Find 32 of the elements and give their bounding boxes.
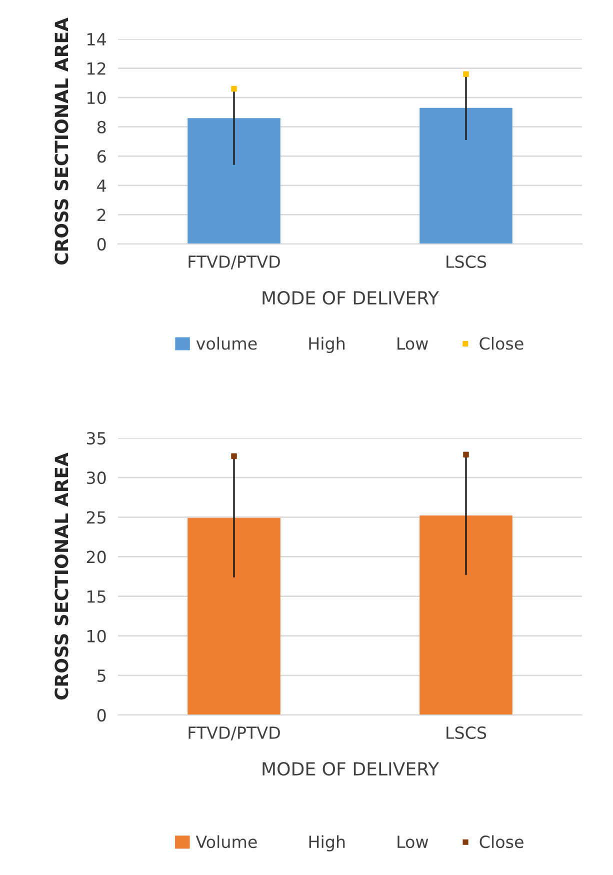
y-tick-label: 20 — [86, 550, 106, 564]
legend-label: volume — [196, 336, 257, 350]
y-tick-label: 2 — [98, 208, 106, 222]
x-axis-title: MODE OF DELIVERY — [262, 291, 440, 305]
y-tick-label: 8 — [97, 120, 106, 134]
x-tick-label: LSCS — [446, 255, 486, 268]
y-tick-label: 10 — [88, 630, 106, 642]
y-tick-label: 30 — [86, 472, 106, 484]
legend-label: Close — [480, 336, 524, 350]
x-axis-title: MODE OF DELIVERY — [262, 762, 440, 776]
legend-label: Volume — [196, 835, 257, 848]
y-tick-label: 4 — [97, 180, 106, 192]
y-tick-label: 14 — [88, 33, 106, 46]
y-axis-title: CROSS SECTIONAL AREA — [54, 18, 68, 265]
y-tick-label: 0 — [97, 708, 106, 722]
y-tick-label: 12 — [88, 62, 106, 75]
text: Low — [398, 337, 428, 350]
y-tick-label: 5 — [98, 670, 106, 682]
text: High — [309, 835, 345, 852]
y-tick-label: 15 — [88, 590, 106, 603]
x-tick-label: FTVD/PTVD — [188, 726, 280, 740]
y-tick-label: 6 — [97, 150, 106, 163]
y-tick-label: 10 — [88, 92, 106, 104]
y-tick-label: 0 — [97, 238, 106, 251]
legend-label: Close — [480, 835, 524, 848]
y-tick-label: 35 — [86, 432, 106, 445]
text: High — [309, 336, 344, 354]
y-tick-label: 25 — [86, 511, 106, 524]
y-axis-title: CROSS SECTIONAL AREA — [54, 452, 68, 700]
x-tick-label: LSCS — [446, 726, 486, 740]
text: Low — [398, 836, 428, 848]
x-tick-label: FTVD/PTVD — [188, 256, 280, 270]
